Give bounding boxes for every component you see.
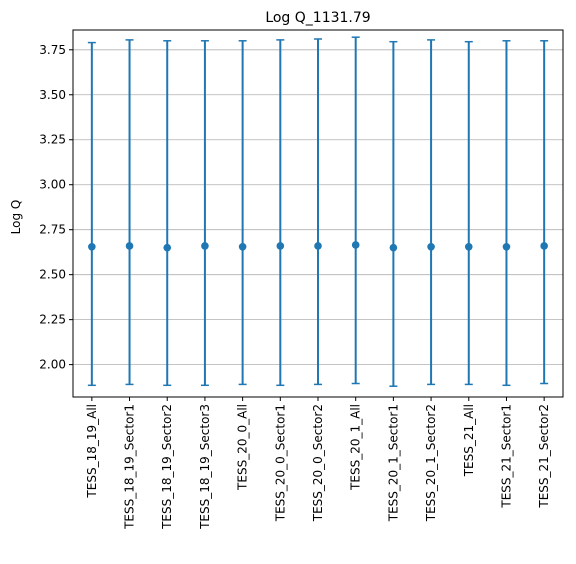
data-point [125, 242, 134, 250]
y-tick-label: 2.50 [39, 268, 66, 282]
y-tick-label: 2.00 [39, 358, 66, 372]
data-point [351, 241, 360, 249]
x-tick-label: TESS_21_Sector2 [537, 404, 551, 509]
data-point [276, 242, 285, 250]
x-axis: TESS_18_19_All TESS_18_19_Sector1 TESS_18_… [85, 397, 551, 530]
data-point [314, 242, 322, 250]
data-point [238, 242, 247, 251]
x-tick-label: TESS_20_1_Sector1 [386, 404, 400, 522]
x-tick-label: TESS_20_1_Sector2 [424, 404, 438, 522]
y-tick-label: 2.25 [39, 313, 66, 327]
x-tick-label: TESS_18_19_Sector3 [198, 404, 212, 530]
data-point [88, 242, 96, 251]
y-tick-label: 3.25 [39, 133, 66, 147]
y-axis-label: Log Q [9, 200, 23, 235]
x-tick-label: TESS_20_0_Sector2 [311, 404, 325, 522]
y-tick-label: 3.00 [39, 178, 66, 192]
y-axis: 2.00 2.25 2.50 2.75 3.00 3.25 3.50 3.75 [39, 43, 73, 372]
data-point [389, 243, 398, 252]
data-point [540, 242, 548, 250]
x-tick-label: TESS_18_19_All [85, 404, 99, 499]
x-tick-label: TESS_20_1_All [349, 404, 363, 491]
data-point [163, 243, 172, 252]
x-tick-label: TESS_21_Sector1 [499, 404, 513, 509]
y-tick-label: 3.75 [39, 43, 66, 57]
data-point [201, 242, 209, 250]
chart-title: Log Q_1131.79 [265, 10, 370, 26]
x-tick-label: TESS_21_All [462, 404, 476, 477]
data-marks [87, 36, 549, 387]
y-tick-label: 2.75 [39, 223, 66, 237]
y-tick-label: 3.50 [39, 88, 66, 102]
x-tick-label: TESS_20_0_All [236, 404, 250, 491]
data-point [464, 242, 473, 251]
x-tick-label: TESS_18_19_Sector1 [123, 404, 137, 530]
data-point [427, 242, 435, 251]
x-tick-label: TESS_18_19_Sector2 [160, 404, 174, 530]
data-point [502, 242, 511, 251]
x-tick-label: TESS_20_0_Sector1 [273, 404, 287, 522]
